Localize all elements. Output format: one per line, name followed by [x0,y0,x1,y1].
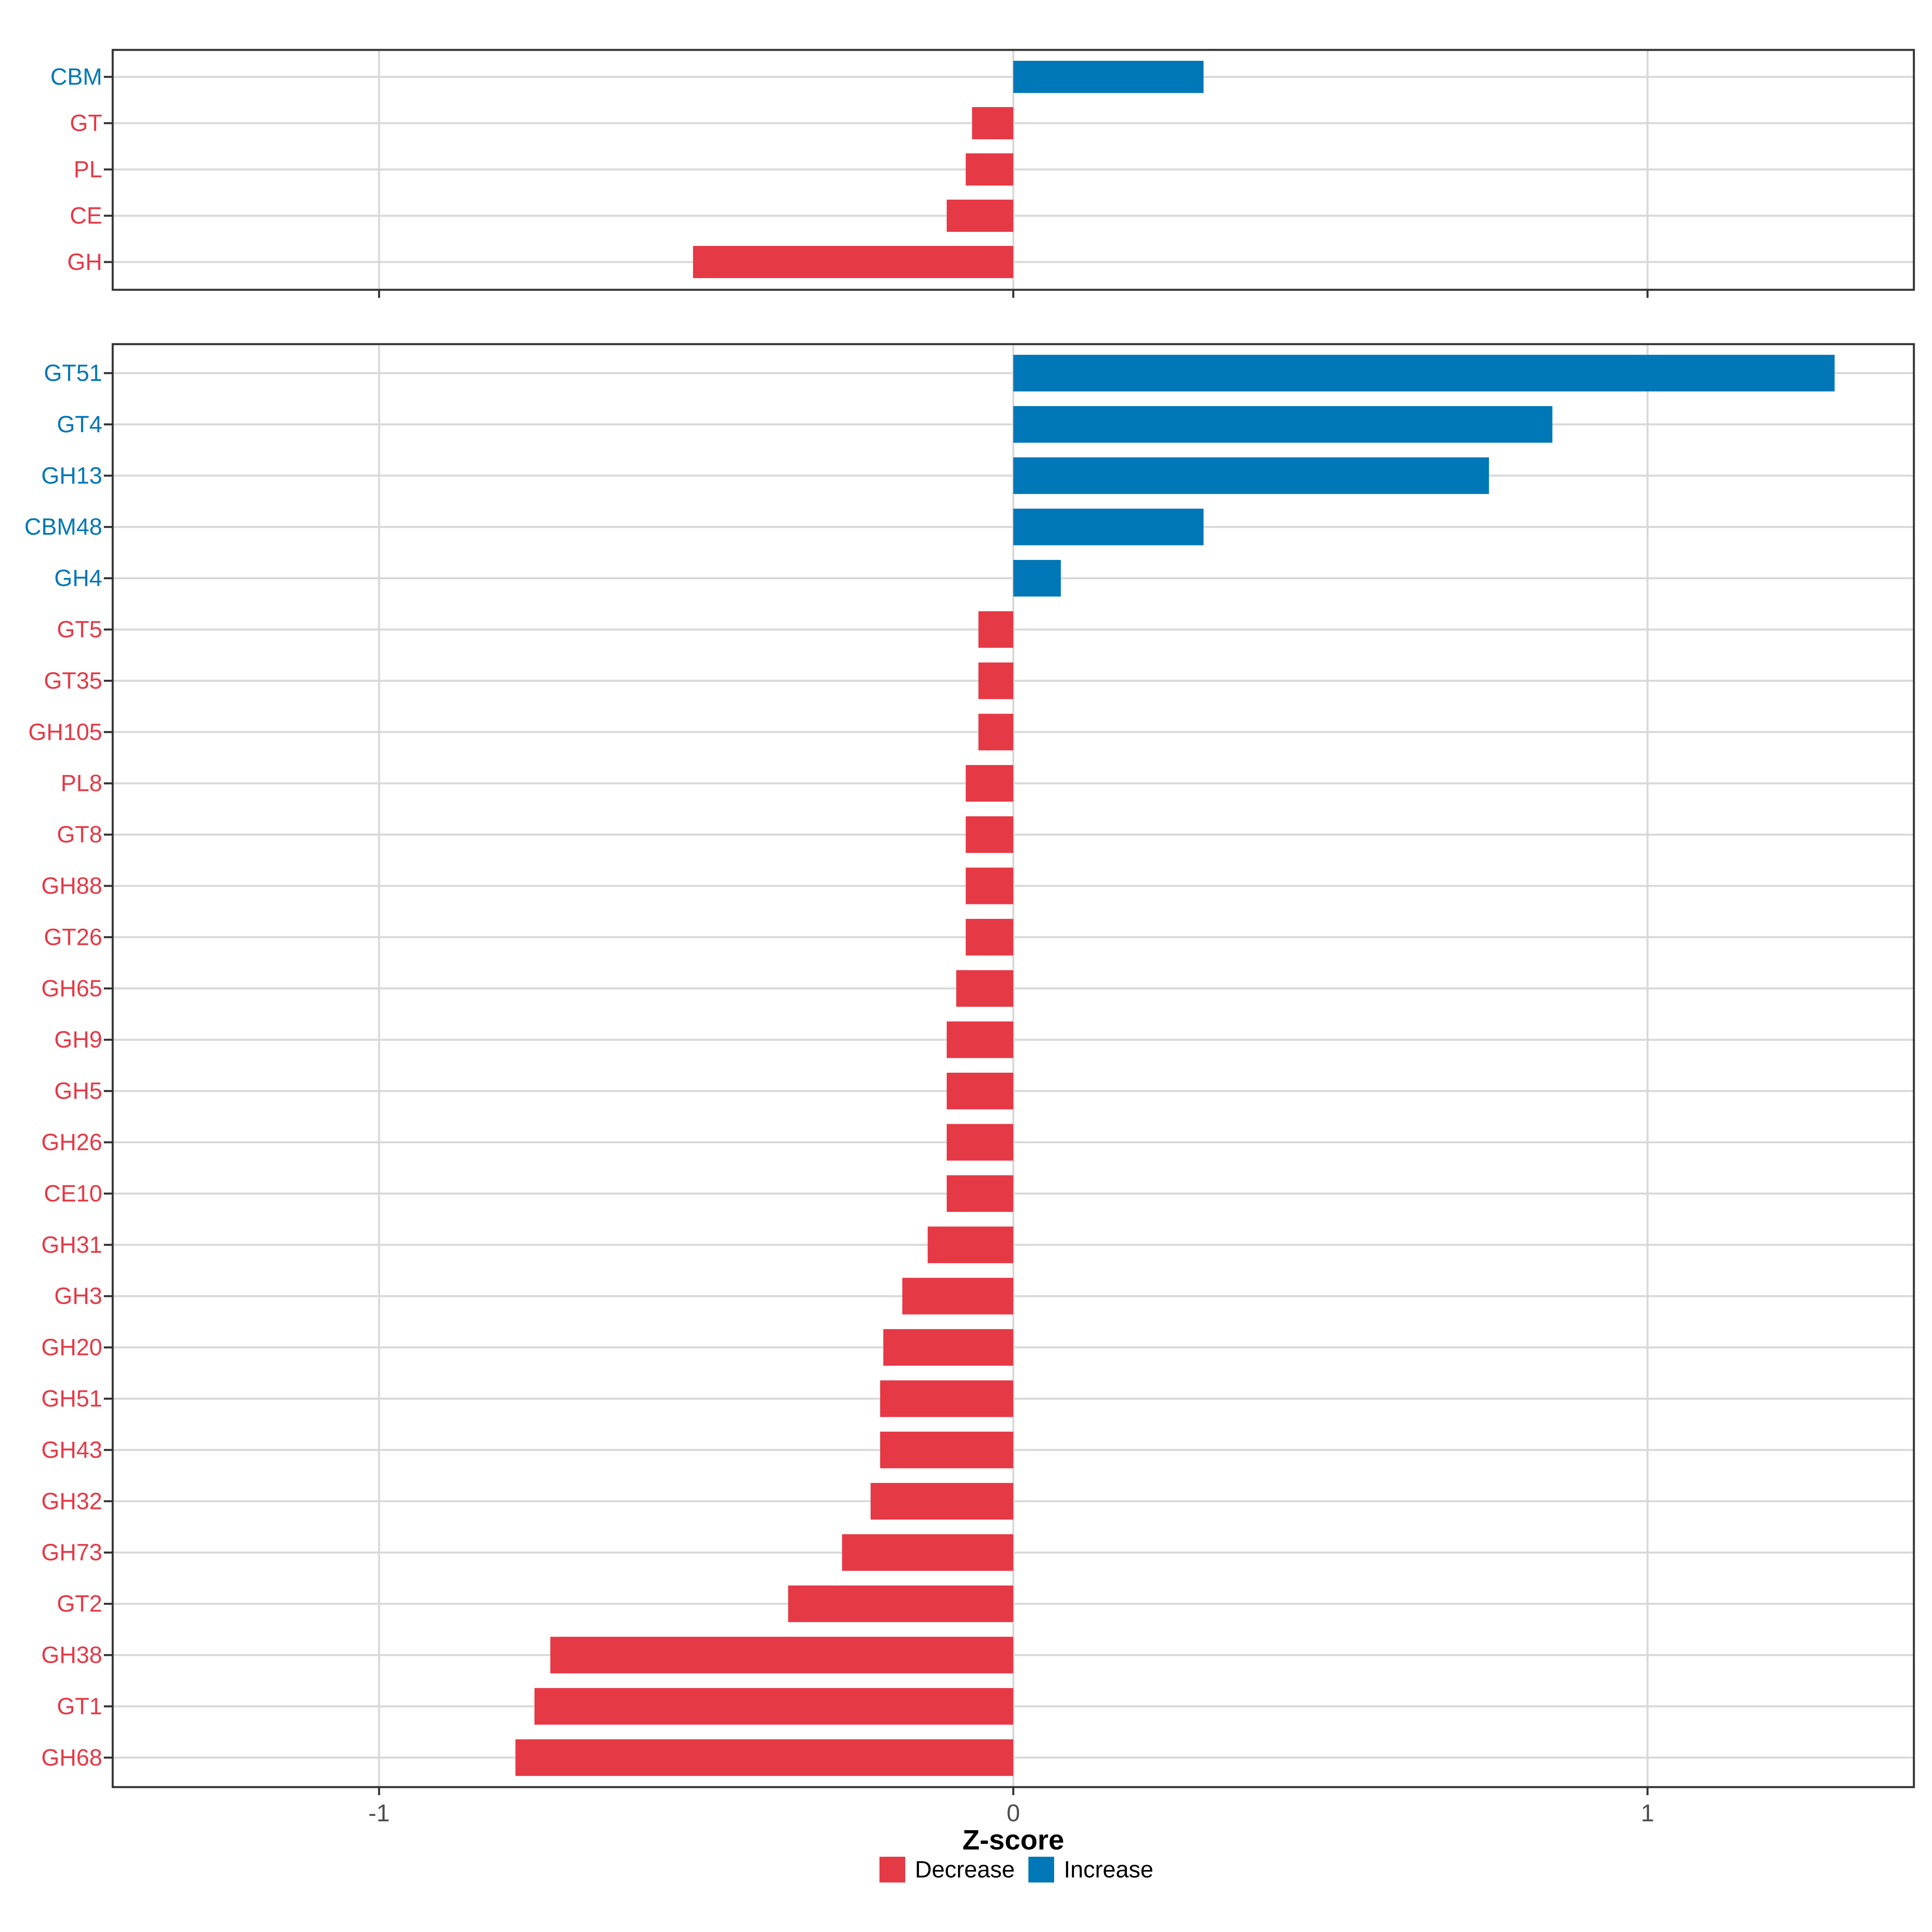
bar-GT1 [534,1688,1013,1725]
category-label-GH26: GH26 [41,1129,102,1156]
category-label-GH20: GH20 [41,1334,102,1360]
bar-GH68 [515,1739,1013,1776]
legend: Decrease Increase [879,1857,1153,1883]
bar-GH13 [1013,457,1489,494]
category-label-GT26: GT26 [44,924,102,950]
bar-GH38 [550,1637,1013,1674]
category-label-GH73: GH73 [41,1540,102,1566]
category-label-GH5: GH5 [54,1078,102,1104]
x-tick-label: 0 [1007,1800,1020,1827]
bar-GH3 [902,1278,1013,1315]
bar-GH5 [947,1073,1013,1110]
category-label-GH: GH [67,249,102,275]
category-label-GH65: GH65 [41,975,102,1001]
category-label-GH31: GH31 [41,1232,102,1258]
category-label-CE10: CE10 [44,1181,102,1207]
bar-GH51 [880,1380,1013,1417]
category-label-GH38: GH38 [41,1642,102,1668]
family-level-panel: GT51 GT4 GH13 CBM48 GH4 GT5 GT35 GH105 PL8 GT8 GH8… [25,343,1915,1788]
category-label-GH4: GH4 [54,565,102,591]
x-tick-label: 1 [1641,1800,1654,1827]
category-label-CBM48: CBM48 [25,514,102,540]
bar-GT [972,107,1013,139]
bar-GT26 [966,919,1013,956]
x-tick-label: -1 [368,1800,390,1827]
bar-GH43 [880,1431,1013,1468]
category-label-PL: PL [74,157,102,183]
bar-CBM48 [1013,508,1204,545]
bar-GH20 [883,1329,1013,1366]
bar-CE10 [947,1175,1013,1212]
category-label-GT8: GT8 [57,822,102,848]
bar-GH9 [947,1021,1013,1058]
legend-label-decrease: Decrease [915,1857,1015,1883]
bar-GT4 [1013,406,1552,443]
legend-key-increase [1028,1857,1054,1882]
category-label-CBM: CBM [50,64,102,90]
bar-GH73 [842,1534,1013,1571]
category-label-GT35: GT35 [44,668,102,694]
category-label-GH105: GH105 [28,719,102,745]
bar-GH105 [978,714,1013,751]
bar-GH32 [870,1483,1013,1520]
bar-GH88 [966,867,1013,904]
bar-GH [693,246,1013,278]
category-label-GT4: GT4 [57,411,102,438]
bar-GT5 [978,611,1013,648]
category-label-GH13: GH13 [41,462,102,489]
x-axis: -1 0 1 [368,1787,1654,1827]
category-label-PL8: PL8 [61,770,102,797]
bar-GH65 [956,970,1013,1007]
category-label-GH43: GH43 [41,1437,102,1463]
bar-GT2 [788,1585,1013,1622]
category-label-GT5: GT5 [57,617,102,643]
category-label-GH9: GH9 [54,1027,102,1053]
bar-GT35 [978,662,1013,699]
category-label-GH51: GH51 [41,1386,102,1412]
category-label-GH3: GH3 [54,1283,102,1309]
category-label-GT: GT [70,110,102,136]
category-label-GT2: GT2 [57,1591,102,1617]
category-label-GH32: GH32 [41,1488,102,1514]
bar-PL8 [966,765,1013,802]
category-label-CE: CE [70,203,102,229]
class-level-panel: CBM GT PL CE GH [50,49,1915,298]
bar-PL [966,153,1013,186]
category-label-GH68: GH68 [41,1744,102,1771]
category-label-GT51: GT51 [44,360,102,386]
bar-GT51 [1013,355,1835,392]
x-axis-title: Z-score [962,1824,1064,1856]
bar-CE [947,200,1013,232]
bar-GH4 [1013,560,1061,597]
category-label-GH88: GH88 [41,873,102,899]
bar-GT8 [966,816,1013,853]
bar-CBM [1013,61,1204,93]
bar-GH26 [947,1124,1013,1161]
legend-key-decrease [879,1857,905,1882]
bar-GH31 [927,1226,1013,1263]
category-label-GT1: GT1 [57,1693,102,1719]
legend-label-increase: Increase [1064,1857,1153,1883]
